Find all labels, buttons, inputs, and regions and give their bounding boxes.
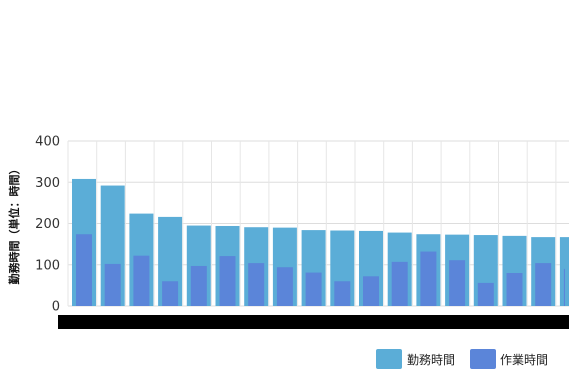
bar-task-hours[interactable] <box>276 267 293 306</box>
x-axis-label-band <box>58 315 569 329</box>
bar-task-hours[interactable] <box>449 260 466 306</box>
bar-task-hours[interactable] <box>248 263 265 306</box>
legend-swatch-task[interactable] <box>470 349 496 369</box>
bar-task-hours[interactable] <box>506 273 523 306</box>
bar-task-hours[interactable] <box>477 282 494 306</box>
bar-task-hours[interactable] <box>219 256 236 306</box>
y-tick-label: 200 <box>35 217 60 232</box>
bar-task-hours[interactable] <box>305 272 322 306</box>
bar-task-hours[interactable] <box>190 265 207 306</box>
legend-swatch-work[interactable] <box>376 349 402 369</box>
bar-task-hours[interactable] <box>104 263 121 306</box>
bar-task-hours[interactable] <box>391 261 408 306</box>
bar-task-hours[interactable] <box>535 263 552 306</box>
legend: 勤務時間 作業時間 <box>376 349 548 369</box>
y-tick-label: 0 <box>52 300 60 315</box>
y-tick-label: 100 <box>35 258 60 273</box>
bar-task-hours[interactable] <box>563 268 565 306</box>
bars <box>72 178 569 306</box>
y-axis-tick-labels: 0 100 200 300 400 <box>35 135 60 315</box>
bar-task-hours[interactable] <box>133 255 150 306</box>
legend-label-task[interactable]: 作業時間 <box>500 353 548 367</box>
y-tick-label: 400 <box>35 135 60 150</box>
bar-task-hours[interactable] <box>363 276 379 306</box>
bar-task-hours[interactable] <box>76 234 92 306</box>
grid-lines <box>67 140 569 307</box>
y-tick-label: 300 <box>35 176 60 191</box>
y-axis-title: 勤務時間（単位：時間） <box>7 164 21 285</box>
bar-task-hours[interactable] <box>162 281 179 306</box>
legend-label-work[interactable]: 勤務時間 <box>407 353 455 367</box>
bar-task-hours[interactable] <box>420 251 437 306</box>
bar-task-hours[interactable] <box>334 281 351 306</box>
